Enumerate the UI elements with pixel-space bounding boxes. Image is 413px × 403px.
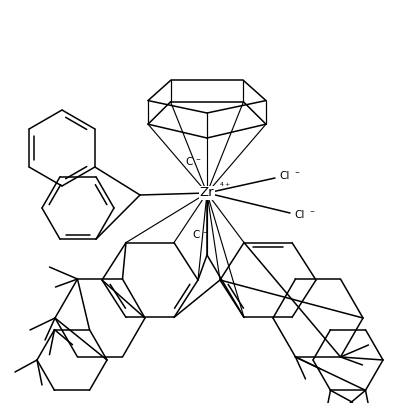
- Text: $^{-}$: $^{-}$: [293, 168, 300, 177]
- Text: C: C: [185, 157, 192, 167]
- Text: Zr: Zr: [199, 187, 214, 199]
- Text: $^{-}$: $^{-}$: [308, 208, 315, 216]
- Text: $^{-}$: $^{-}$: [195, 156, 201, 164]
- Text: $^{-}$: $^{-}$: [202, 229, 208, 237]
- Text: Cl: Cl: [278, 171, 289, 181]
- Text: C: C: [192, 230, 199, 240]
- Text: $^{4+}$: $^{4+}$: [218, 181, 230, 191]
- Text: Cl: Cl: [293, 210, 304, 220]
